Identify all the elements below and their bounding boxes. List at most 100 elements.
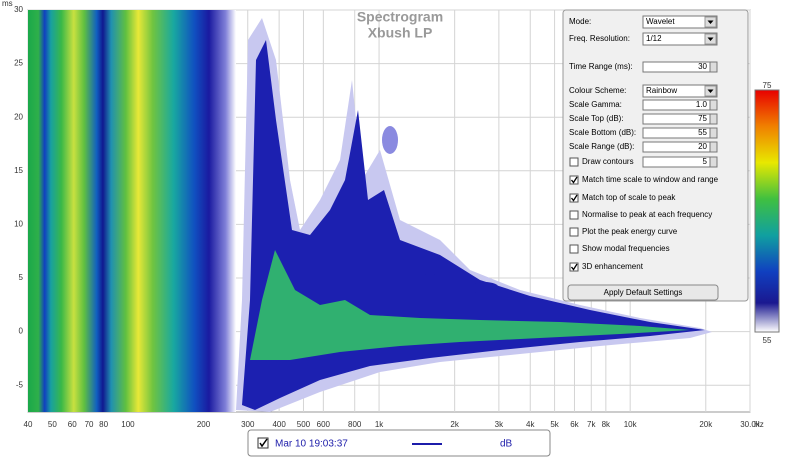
settings-panel: Mode: Wavelet Freq. Resolution: 1/12 Time Ra… (562, 9, 749, 302)
y-tick-label: 25 (14, 59, 23, 68)
checkbox[interactable] (569, 157, 579, 167)
legend-name: Mar 10 19:03:37 (275, 439, 348, 450)
x-tick-label: 3k (495, 420, 504, 429)
setting-label: Scale Bottom (dB): (569, 128, 636, 137)
x-tick-label: 800 (348, 420, 362, 429)
y-unit: ms (2, 0, 13, 8)
decay-blob (471, 282, 499, 294)
colorbar-tick-label: 75 (763, 81, 772, 90)
low-frequency-bands (28, 10, 236, 412)
y-tick-label: 30 (14, 5, 23, 14)
spin-buttons[interactable] (709, 127, 718, 139)
checkbox-label: Match time scale to window and range (582, 175, 719, 184)
y-tick-label: 10 (14, 220, 23, 229)
spin-buttons[interactable] (709, 61, 718, 73)
spin-value: 75 (698, 114, 707, 123)
dropdown-arrow (707, 37, 714, 41)
checkbox[interactable] (569, 210, 579, 220)
checkbox-label: Draw contours (582, 157, 634, 166)
check-mark (570, 194, 578, 202)
x-tick-label: 30.0k (740, 420, 761, 429)
chart-subtitle: Xbush LP (368, 25, 433, 41)
colorbar-tick-label: 55 (763, 336, 772, 345)
check-mark (570, 263, 578, 271)
panel-background (562, 9, 749, 302)
dropdown[interactable] (642, 84, 718, 98)
dropdown[interactable] (642, 15, 718, 29)
setting-label: Scale Top (dB): (569, 114, 624, 123)
chart-title: Spectrogram (357, 9, 443, 25)
setting-label: Scale Gamma: (569, 100, 622, 109)
setting-label: Mode: (569, 17, 591, 26)
y-tick-label: 15 (14, 166, 23, 175)
decay-blob (382, 126, 398, 154)
dropdown-arrow (707, 89, 714, 93)
check-mark (570, 176, 578, 184)
legend: Mar 10 19:03:37 dB (247, 429, 551, 457)
spin-value: 20 (698, 142, 707, 151)
dropdown-value: Rainbow (646, 86, 677, 95)
x-tick-label: 6k (570, 420, 579, 429)
setting-label: Scale Range (dB): (569, 142, 634, 151)
decay-blob (418, 273, 442, 317)
checkbox-label: Show modal frequencies (582, 244, 670, 253)
x-tick-label: 50 (48, 420, 57, 429)
dropdown-arrow (707, 20, 714, 24)
x-tick-label: 5k (550, 420, 559, 429)
spin-value: 55 (698, 128, 707, 137)
check-mark (259, 438, 268, 448)
checkbox[interactable] (569, 227, 579, 237)
spin-value: 30 (698, 62, 707, 71)
dropdown-value: 1/12 (646, 34, 662, 43)
legend-box (247, 429, 551, 457)
x-tick-label: 500 (297, 420, 311, 429)
checkbox-label: 3D enhancement (582, 262, 644, 271)
colorbar (754, 89, 780, 333)
setting-label: Colour Scheme: (569, 86, 626, 95)
x-tick-label: 100 (121, 420, 135, 429)
dropdown-value: Wavelet (646, 17, 675, 26)
legend-unit: dB (500, 439, 513, 450)
y-tick-label: 0 (19, 327, 24, 336)
spin-buttons[interactable] (709, 156, 718, 168)
checkbox[interactable] (569, 193, 579, 203)
x-tick-label: 1k (375, 420, 384, 429)
spin-value: 1.0 (696, 100, 708, 109)
spin-buttons[interactable] (709, 141, 718, 153)
checkbox-label: Plot the peak energy curve (582, 227, 678, 236)
dropdown[interactable] (642, 32, 718, 46)
spin-field[interactable] (642, 156, 711, 168)
x-tick-label: 80 (99, 420, 108, 429)
y-tick-label: -5 (16, 380, 24, 389)
x-tick-label: 60 (68, 420, 77, 429)
x-tick-label: 20k (699, 420, 713, 429)
checkbox[interactable] (569, 244, 579, 254)
y-tick-label: 20 (14, 112, 23, 121)
x-unit: Hz (754, 420, 764, 429)
x-tick-label: 40 (24, 420, 33, 429)
spectrogram-image (28, 10, 712, 412)
spin-value: 5 (703, 157, 708, 166)
apply-button[interactable] (567, 284, 719, 301)
x-tick-label: 4k (526, 420, 535, 429)
x-tick-label: 200 (197, 420, 211, 429)
legend-checkbox[interactable] (257, 437, 269, 449)
x-tick-label: 70 (85, 420, 94, 429)
spin-buttons[interactable] (709, 99, 718, 111)
decay-core (250, 250, 690, 360)
x-tick-label: 10k (624, 420, 638, 429)
checkbox-label: Normalise to peak at each frequency (582, 210, 712, 219)
x-tick-label: 600 (317, 420, 331, 429)
spin-buttons[interactable] (709, 113, 718, 125)
setting-label: Freq. Resolution: (569, 34, 630, 43)
checkbox[interactable] (569, 175, 579, 185)
x-tick-label: 8k (602, 420, 611, 429)
x-tick-label: 300 (241, 420, 255, 429)
button-label[interactable]: Apply Default Settings (604, 288, 683, 297)
checkbox-label: Match top of scale to peak (582, 193, 676, 202)
y-tick-label: 5 (19, 273, 24, 282)
checkbox[interactable] (569, 262, 579, 272)
x-tick-label: 7k (587, 420, 596, 429)
x-tick-label: 400 (272, 420, 286, 429)
